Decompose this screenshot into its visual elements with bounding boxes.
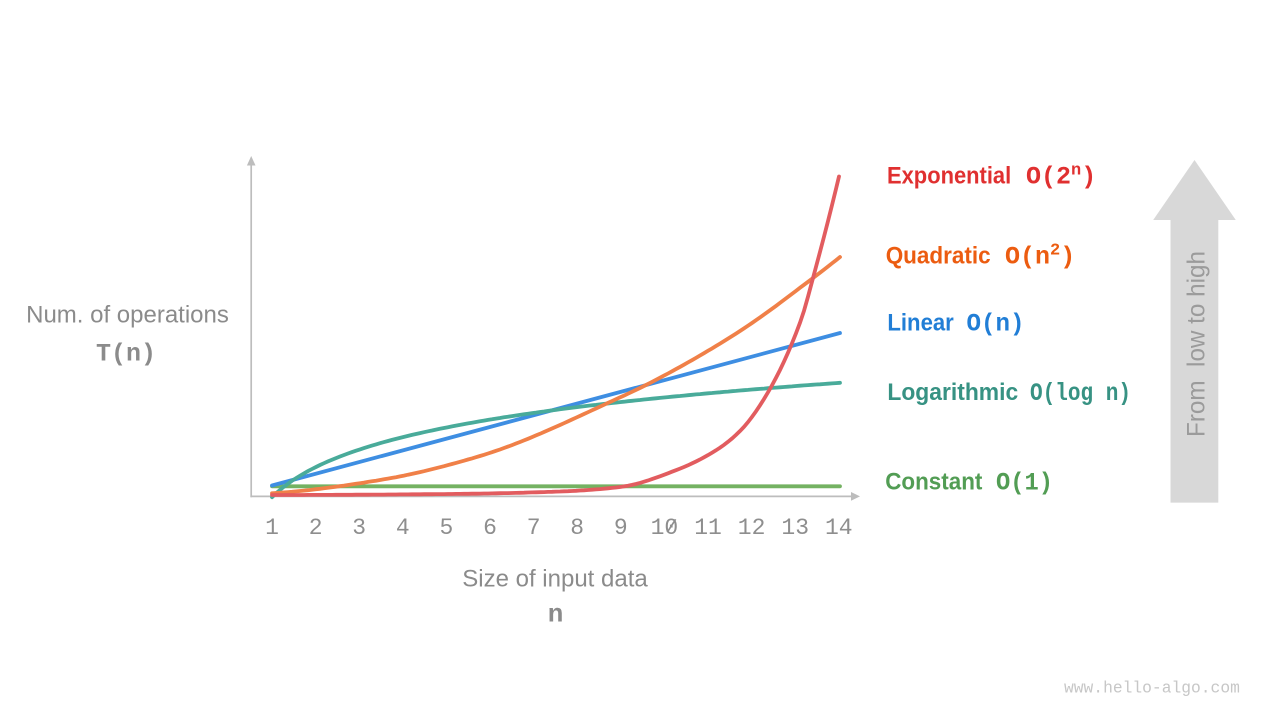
svg-text:O(log n): O(log n) <box>1030 379 1131 408</box>
svg-text:1: 1 <box>265 515 279 541</box>
svg-text:2: 2 <box>309 515 323 541</box>
svg-text:Num. of operations: Num. of operations <box>26 302 229 329</box>
svg-text:O(2n): O(2n) <box>1026 162 1096 192</box>
svg-text:O(n2): O(n2) <box>1005 242 1075 272</box>
svg-text:Quadratic: Quadratic <box>886 243 991 270</box>
svg-text:12: 12 <box>738 515 766 541</box>
svg-text:6: 6 <box>483 515 497 541</box>
svg-text:Size of input data: Size of input data <box>462 565 648 592</box>
svg-text:Linear: Linear <box>887 310 954 337</box>
svg-text:T(n): T(n) <box>96 340 156 369</box>
svg-text:9: 9 <box>614 515 628 541</box>
svg-text:Exponential: Exponential <box>887 163 1011 190</box>
svg-text:O(n): O(n) <box>967 310 1025 339</box>
svg-text:10: 10 <box>651 515 679 541</box>
svg-text:13: 13 <box>781 515 809 541</box>
svg-text:4: 4 <box>396 515 410 541</box>
svg-text:3: 3 <box>352 515 366 541</box>
svg-text:7: 7 <box>527 515 541 541</box>
svg-text:From low to high: From low to high <box>1183 251 1211 437</box>
svg-text:O(1): O(1) <box>996 469 1053 498</box>
svg-text:Logarithmic: Logarithmic <box>887 379 1018 406</box>
svg-text:8: 8 <box>570 515 584 541</box>
svg-text:www.hello-algo.com: www.hello-algo.com <box>1064 679 1240 698</box>
svg-text:11: 11 <box>694 515 722 541</box>
svg-text:5: 5 <box>439 515 453 541</box>
svg-text:Constant: Constant <box>885 469 982 496</box>
svg-text:n: n <box>548 599 564 629</box>
svg-text:14: 14 <box>825 515 853 541</box>
